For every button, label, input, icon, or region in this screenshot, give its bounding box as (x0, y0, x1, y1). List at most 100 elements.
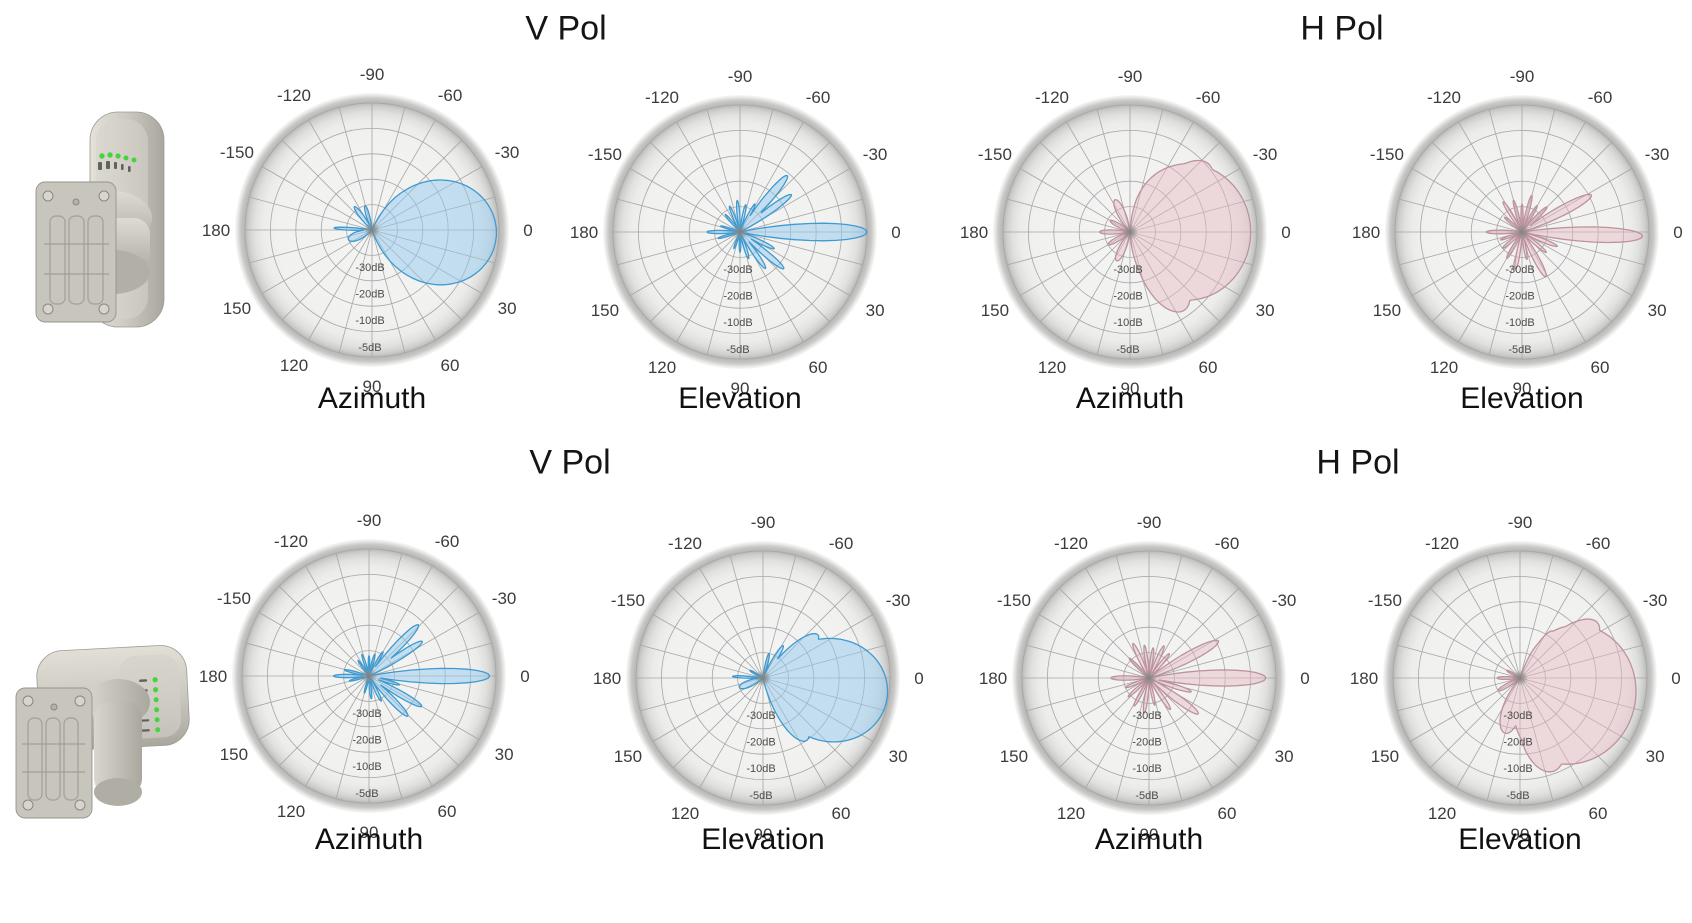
svg-text:-30dB: -30dB (1113, 264, 1142, 276)
svg-text:-60: -60 (435, 532, 460, 551)
led-indicator (154, 717, 160, 723)
device-vertical-illustration (35, 111, 165, 328)
polar-plot-vpol-azimuth-row2: -30dB -20dB -10dB -5dB -90 -60 -30 0 30 60 90 120 15… (194, 501, 544, 851)
polar-plot-vpol-elevation-row1: -30dB -20dB -10dB -5dB -90 -60 -30 0 30 60 90 120 15… (565, 57, 915, 407)
radial-tick-labels: -30dB -20dB -10dB -5dB (1132, 710, 1161, 802)
svg-text:-120: -120 (645, 88, 679, 107)
cut-label-elevation-2: Elevation (1460, 382, 1584, 415)
svg-text:150: 150 (614, 747, 642, 766)
svg-text:-5dB: -5dB (749, 790, 772, 802)
cut-label-azimuth-3: Azimuth (314, 823, 424, 856)
polar-chart-hpol-azimuth: -30dB -20dB -10dB -5dB -90 -60 -30 0 30 60 90 120 15… (979, 513, 1310, 844)
svg-text:60: 60 (1591, 358, 1610, 377)
radiation-pattern-area (332, 624, 491, 717)
svg-text:-90: -90 (1118, 67, 1143, 86)
svg-text:-60: -60 (438, 86, 463, 105)
svg-text:90: 90 (1121, 379, 1140, 398)
svg-text:-90: -90 (1510, 67, 1535, 86)
svg-text:30: 30 (1256, 301, 1275, 320)
svg-text:120: 120 (671, 804, 699, 823)
led-indicator (115, 153, 121, 159)
radiation-pattern-area (1496, 618, 1637, 773)
svg-text:-10dB: -10dB (1132, 763, 1161, 775)
svg-text:-10dB: -10dB (352, 761, 381, 773)
svg-text:0: 0 (891, 223, 900, 242)
svg-text:-150: -150 (217, 589, 251, 608)
screw-hole (74, 695, 86, 707)
svg-text:-20dB: -20dB (746, 737, 775, 749)
svg-text:-20dB: -20dB (355, 289, 384, 301)
radial-tick-labels: -30dB -20dB -10dB -5dB (723, 264, 752, 356)
svg-text:-20dB: -20dB (723, 291, 752, 303)
svg-text:150: 150 (591, 301, 619, 320)
plot-center-dot (361, 668, 377, 684)
screw-hole (22, 695, 34, 707)
screw-hole (74, 799, 86, 811)
led-indicator (152, 677, 158, 683)
pol-title-vpol-row2: V Pol (529, 443, 611, 482)
svg-text:0: 0 (914, 669, 923, 688)
svg-text:-120: -120 (274, 532, 308, 551)
cut-label-elevation-4: Elevation (1458, 823, 1582, 856)
svg-text:60: 60 (832, 804, 851, 823)
polar-plot-hpol-azimuth-row1: -30dB -20dB -10dB -5dB -90 -60 -30 0 30 60 90 120 15… (955, 57, 1305, 407)
svg-text:90: 90 (360, 823, 379, 842)
svg-text:-150: -150 (978, 145, 1012, 164)
svg-text:-90: -90 (728, 67, 753, 86)
svg-text:-90: -90 (360, 65, 385, 84)
svg-text:60: 60 (438, 802, 457, 821)
svg-text:120: 120 (1057, 804, 1085, 823)
svg-text:-60: -60 (1586, 534, 1611, 553)
polar-grid (1002, 104, 1258, 360)
svg-text:30: 30 (495, 745, 514, 764)
angular-tick-labels: -90 -60 -30 0 30 60 90 120 150 180 -150 -120 (593, 513, 924, 844)
svg-text:-30dB: -30dB (1132, 710, 1161, 722)
svg-text:-60: -60 (1196, 88, 1221, 107)
angular-tick-labels: -90 -60 -30 0 30 60 90 120 150 180 -150 -120 (202, 65, 533, 396)
svg-text:90: 90 (1140, 825, 1159, 844)
screw-hole (98, 190, 110, 202)
svg-text:150: 150 (223, 299, 251, 318)
svg-text:150: 150 (1373, 301, 1401, 320)
screw-hole (22, 799, 34, 811)
svg-text:-90: -90 (751, 513, 776, 532)
led-indicator (107, 152, 113, 158)
cut-label-elevation-3: Elevation (701, 823, 825, 856)
svg-text:-10dB: -10dB (1505, 317, 1534, 329)
plot-center-dot (1512, 670, 1528, 686)
cut-label-azimuth-1: Azimuth (317, 382, 427, 415)
cut-label-azimuth-4: Azimuth (1094, 823, 1204, 856)
svg-text:180: 180 (960, 223, 988, 242)
polar-plot-vpol-azimuth-row1: -30dB -20dB -10dB -5dB -90 -60 -30 0 30 60 90 120 15… (197, 55, 547, 405)
svg-text:-90: -90 (1137, 513, 1162, 532)
polar-grid (1392, 550, 1648, 806)
screw-hole (42, 303, 54, 315)
plot-center-dot (755, 670, 771, 686)
radial-tick-labels: -30dB -20dB -10dB -5dB (355, 262, 384, 354)
svg-text:-150: -150 (611, 591, 645, 610)
polar-chart-hpol-azimuth: -30dB -20dB -10dB -5dB -90 -60 -30 0 30 60 90 120 15… (960, 67, 1291, 398)
svg-text:-30dB: -30dB (355, 262, 384, 274)
svg-text:30: 30 (889, 747, 908, 766)
device-mount-arm (86, 679, 150, 806)
svg-text:180: 180 (1352, 223, 1380, 242)
svg-text:0: 0 (1281, 223, 1290, 242)
svg-text:-10dB: -10dB (746, 763, 775, 775)
radial-tick-labels: -30dB -20dB -10dB -5dB (746, 710, 775, 802)
svg-text:-60: -60 (806, 88, 831, 107)
svg-text:150: 150 (1000, 747, 1028, 766)
led-indicator (155, 727, 161, 733)
svg-text:120: 120 (1428, 804, 1456, 823)
svg-text:180: 180 (593, 669, 621, 688)
device-mount-bracket (15, 687, 93, 819)
svg-text:-150: -150 (588, 145, 622, 164)
polar-chart-vpol-elevation: -30dB -20dB -10dB -5dB -90 -60 -30 0 30 60 90 120 15… (570, 67, 901, 398)
angular-tick-labels: -90 -60 -30 0 30 60 90 120 150 180 -150 -120 (979, 513, 1310, 844)
svg-text:-5dB: -5dB (726, 344, 749, 356)
svg-text:-30: -30 (495, 143, 520, 162)
polar-plot-hpol-azimuth-row2: -30dB -20dB -10dB -5dB -90 -60 -30 0 30 60 90 120 15… (974, 503, 1324, 853)
svg-text:180: 180 (199, 667, 227, 686)
svg-text:-5dB: -5dB (1135, 790, 1158, 802)
svg-text:120: 120 (1038, 358, 1066, 377)
